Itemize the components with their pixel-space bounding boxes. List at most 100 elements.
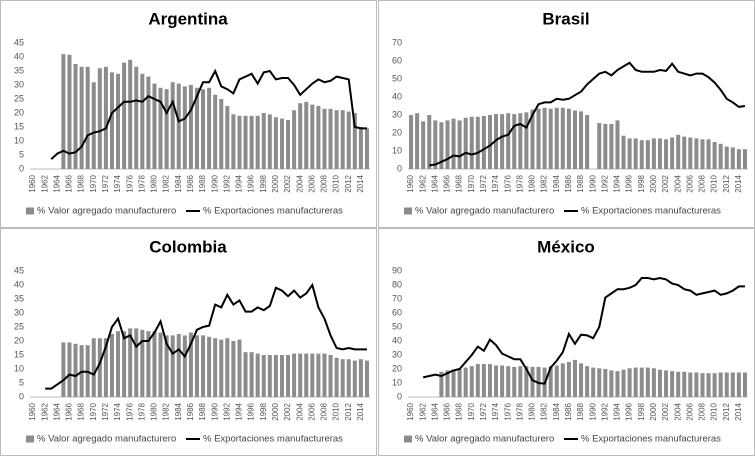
x-tick-label: 1972 (479, 402, 488, 420)
x-tick-label: 2006 (685, 174, 694, 192)
bar (597, 368, 602, 397)
x-tick-label: 1978 (137, 174, 146, 192)
x-tick-label: 1982 (162, 174, 171, 192)
bar (255, 115, 260, 169)
bar (530, 109, 535, 169)
bar (279, 355, 284, 397)
y-tick-label: 30 (392, 349, 402, 359)
bar (579, 363, 584, 397)
legend-swatch (26, 435, 34, 443)
bar (364, 360, 369, 397)
bar (213, 338, 218, 397)
x-tick-label: 1980 (528, 174, 537, 192)
x-tick-label: 1966 (443, 174, 452, 192)
y-tick-label: 20 (392, 363, 402, 373)
x-tick-label: 1998 (637, 402, 646, 420)
y-tick-label: 40 (392, 335, 402, 345)
bar (712, 142, 717, 169)
bar (237, 339, 242, 397)
bar (61, 342, 66, 397)
x-tick-label: 1986 (564, 402, 573, 420)
bar (475, 116, 480, 169)
bar (170, 82, 175, 169)
chart-title: México (537, 237, 595, 256)
bar (572, 110, 577, 169)
bar (146, 76, 151, 169)
x-tick-label: 1980 (150, 174, 159, 192)
x-tick-label: 2008 (698, 174, 707, 192)
bar (475, 364, 480, 397)
x-tick-label: 1994 (613, 174, 622, 192)
bar (273, 355, 278, 397)
x-tick-label: 2008 (698, 402, 707, 420)
x-tick-label: 1996 (247, 402, 256, 420)
bar (334, 357, 339, 397)
bar (176, 83, 181, 169)
bar (109, 334, 114, 397)
bar (518, 366, 523, 397)
bar (352, 113, 357, 169)
x-tick-label: 1974 (491, 174, 500, 192)
bar (560, 363, 565, 397)
bar (609, 124, 614, 169)
x-tick-label: 1986 (186, 174, 195, 192)
bar (657, 138, 662, 169)
x-tick-label: 2010 (710, 174, 719, 192)
bar (700, 139, 705, 169)
bar (718, 143, 723, 169)
chart-title: Colombia (149, 237, 227, 256)
bar (506, 366, 511, 397)
x-tick-label: 1998 (637, 174, 646, 192)
bar (188, 85, 193, 169)
bar (736, 372, 741, 397)
legend-swatch (404, 207, 412, 215)
bar (463, 367, 468, 397)
bar (116, 73, 121, 169)
bar (292, 353, 297, 397)
bar (273, 117, 278, 169)
y-tick-label: 5 (19, 149, 24, 159)
y-tick-label: 90 (392, 265, 402, 275)
x-tick-label: 2002 (283, 402, 292, 420)
bar (591, 367, 596, 397)
bar (451, 369, 456, 397)
bar (358, 127, 363, 169)
legend-label: % Valor agregado manufacturero (415, 434, 554, 445)
y-tick-label: 0 (19, 163, 24, 173)
x-tick-label: 1960 (28, 174, 37, 192)
x-tick-label: 1980 (150, 402, 159, 420)
bar (463, 117, 468, 169)
bar (560, 107, 565, 169)
bar (742, 372, 747, 397)
x-tick-label: 2006 (685, 402, 694, 420)
bar (585, 366, 590, 397)
x-tick-label: 1992 (222, 174, 231, 192)
bar (164, 89, 169, 169)
x-tick-label: 1992 (600, 402, 609, 420)
y-tick-label: 50 (392, 321, 402, 331)
bar (255, 353, 260, 397)
bar (445, 370, 450, 397)
bar (243, 352, 248, 397)
bar (415, 113, 420, 169)
x-tick-label: 1966 (65, 174, 74, 192)
x-tick-label: 1994 (235, 174, 244, 192)
bar (409, 115, 414, 169)
chart-title: Brasil (542, 9, 589, 28)
bar (566, 108, 571, 169)
bar (261, 355, 266, 397)
bar (79, 66, 84, 169)
y-tick-label: 40 (14, 51, 24, 61)
x-tick-label: 1970 (89, 174, 98, 192)
bar (352, 360, 357, 397)
x-tick-label: 2014 (356, 174, 365, 192)
bar (328, 355, 333, 397)
x-tick-label: 1964 (52, 402, 61, 420)
bar (67, 54, 72, 170)
x-tick-label: 1974 (113, 402, 122, 420)
x-tick-label: 1994 (613, 402, 622, 420)
y-tick-label: 45 (14, 37, 24, 47)
bar (219, 99, 224, 169)
x-tick-label: 1966 (443, 402, 452, 420)
x-tick-label: 1960 (406, 174, 415, 192)
